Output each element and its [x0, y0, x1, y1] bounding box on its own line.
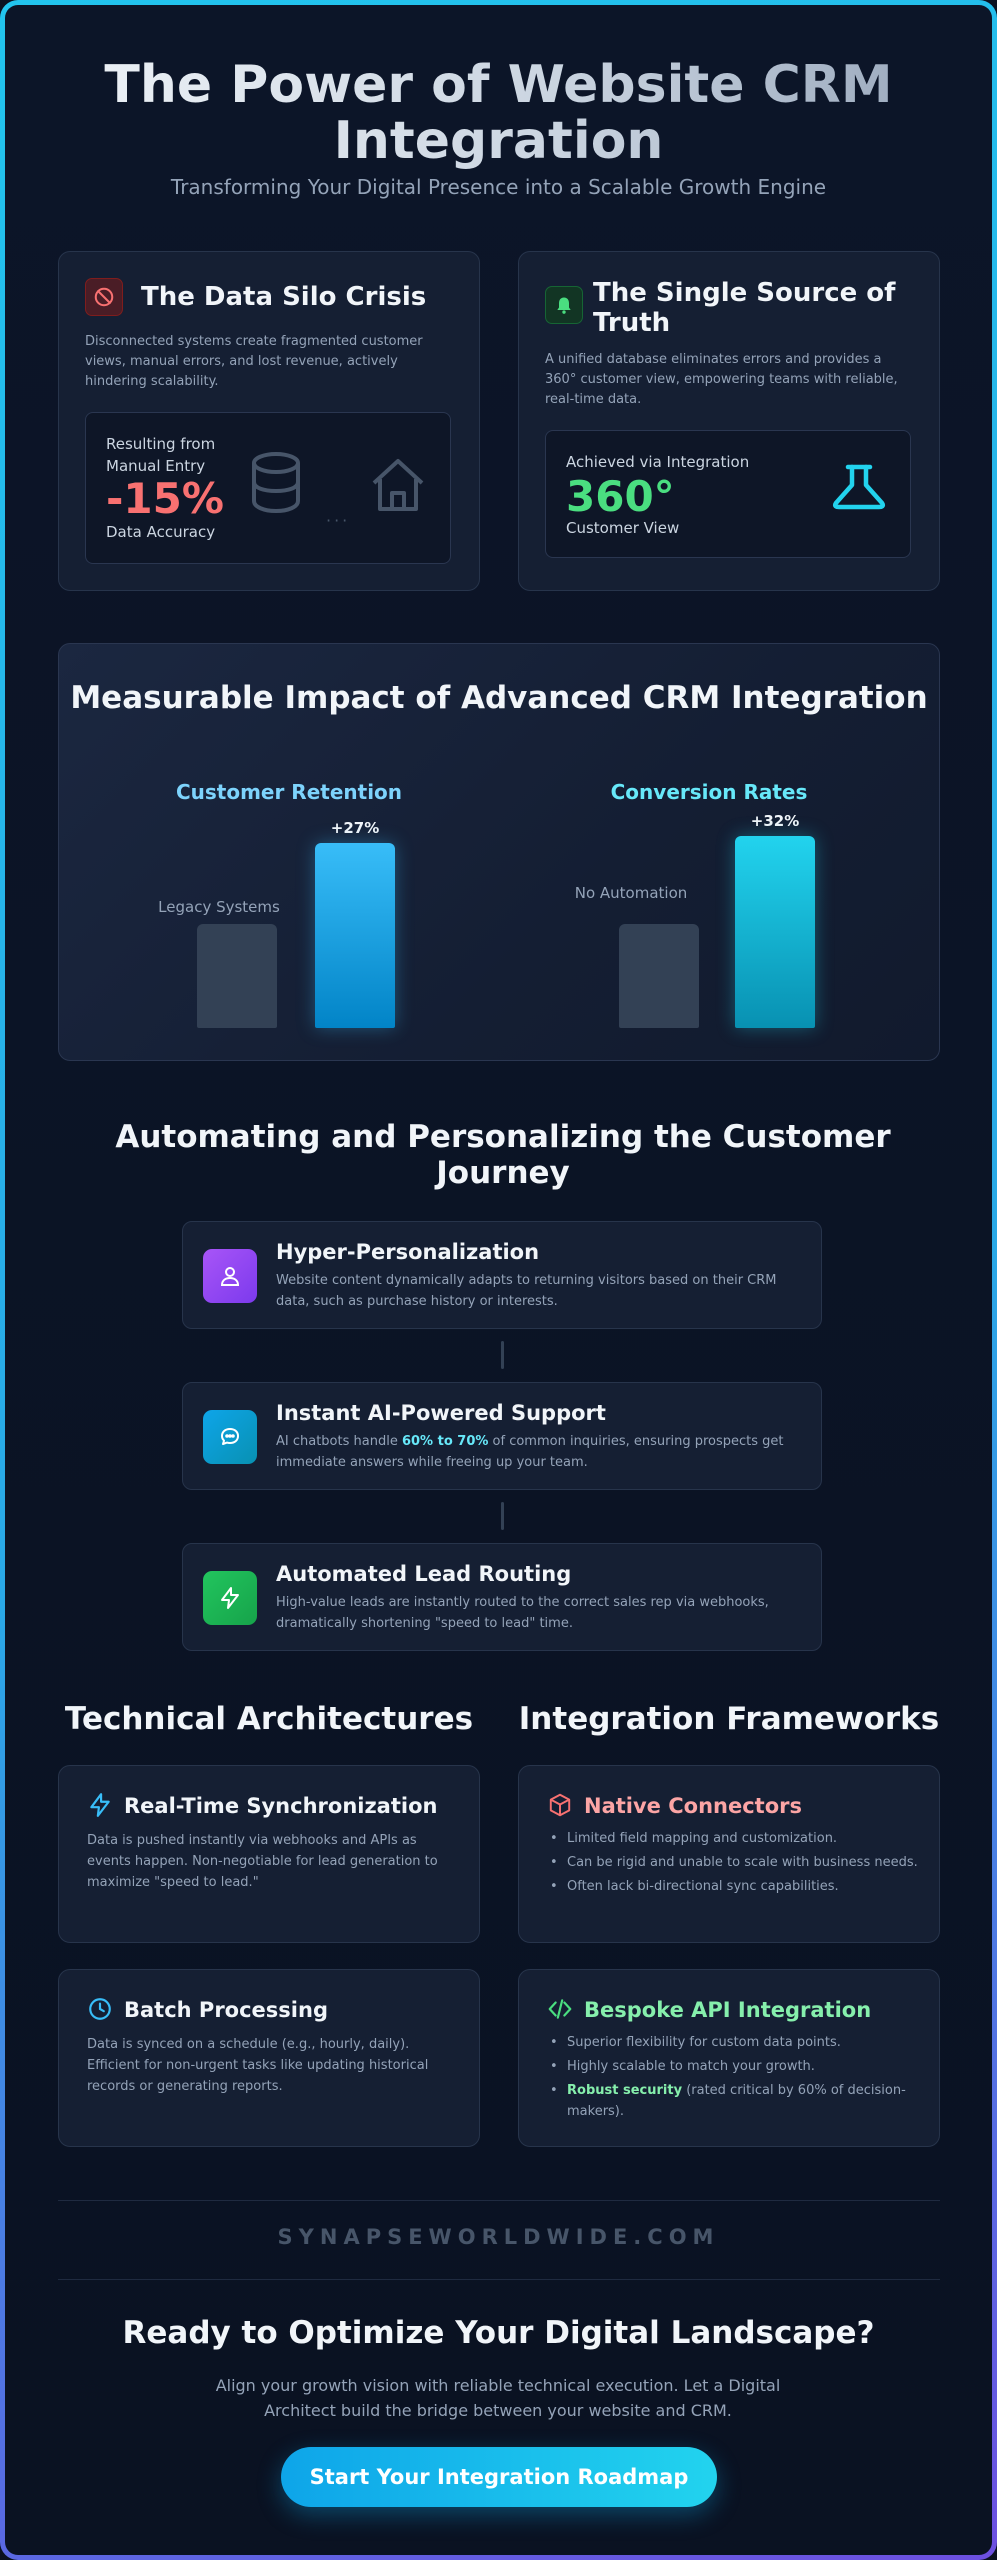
bar-value-conversion: +32%	[750, 812, 800, 830]
lightning-icon	[87, 1792, 113, 1818]
data-silo-card: The Data Silo Crisis Disconnected system…	[58, 251, 480, 591]
list-item: Superior flexibility for custom data poi…	[547, 2032, 927, 2053]
code-icon	[547, 1996, 573, 2022]
list-item: Robust security (rated critical by 60% o…	[547, 2080, 927, 2122]
truth-stat-label: Customer View	[566, 519, 680, 537]
page-subtitle: Transforming Your Digital Presence into …	[170, 175, 827, 199]
list-item: Highly scalable to match your growth.	[547, 2056, 927, 2077]
lightning-icon	[203, 1571, 257, 1625]
step-hyper-personalization: Hyper-Personalization Website content dy…	[182, 1221, 822, 1329]
frameworks-title: Integration Frameworks	[518, 1701, 940, 1737]
step-text-highlight: 60% to 70%	[401, 1434, 489, 1449]
bespoke-api-card: Bespoke API Integration Superior flexibi…	[518, 1969, 940, 2147]
step-connector	[501, 1502, 504, 1530]
realtime-sync-title: Real-Time Synchronization	[124, 1794, 438, 1818]
page-title: The Power of Website CRM Integration	[5, 57, 992, 169]
impact-section: Measurable Impact of Advanced CRM Integr…	[58, 643, 940, 1061]
metric-title-retention: Customer Retention	[175, 780, 403, 804]
step-text-before: AI chatbots handle	[276, 1434, 402, 1449]
batch-processing-title: Batch Processing	[124, 1998, 328, 2022]
truth-text: A unified database eliminates errors and…	[545, 352, 898, 407]
batch-processing-text: Data is synced on a schedule (e.g., hour…	[87, 2037, 429, 2094]
step-text: Website content dynamically adapts to re…	[276, 1273, 777, 1309]
realtime-sync-text: Data is pushed instantly via webhooks an…	[87, 1833, 438, 1890]
bespoke-api-title: Bespoke API Integration	[584, 1998, 872, 2022]
step-text: High-value leads are instantly routed to…	[276, 1595, 769, 1631]
brand-url: SYNAPSEWORLDWIDE.COM	[277, 2225, 720, 2249]
step-title: Automated Lead Routing	[276, 1562, 572, 1586]
step-title: Hyper-Personalization	[276, 1240, 540, 1264]
realtime-sync-card: Real-Time Synchronization Data is pushed…	[58, 1765, 480, 1943]
clock-icon	[87, 1996, 113, 2022]
list-item: Can be rigid and unable to scale with bu…	[547, 1852, 927, 1873]
truth-stat-box: Achieved via Integration 360° Customer V…	[545, 430, 911, 558]
cta-title: Ready to Optimize Your Digital Landscape…	[122, 2315, 875, 2351]
step-title: Instant AI-Powered Support	[276, 1401, 606, 1425]
crisis-stat-value: -15%	[106, 474, 224, 523]
flask-icon	[830, 463, 888, 515]
bar-label-legacy: Legacy Systems	[158, 898, 280, 916]
chat-icon	[203, 1410, 257, 1464]
cube-icon	[547, 1792, 573, 1818]
divider	[58, 2279, 940, 2280]
bar-conversion-baseline	[619, 924, 699, 1028]
cta-text: Align your growth vision with reliable t…	[215, 2376, 781, 2420]
security-rest: (rated critical by 60% of decision-maker…	[567, 2083, 906, 2119]
impact-title: Measurable Impact of Advanced CRM Integr…	[70, 680, 928, 716]
security-strong: Robust security	[567, 2083, 683, 2098]
journey-title: Automating and Personalizing the Custome…	[115, 1119, 891, 1191]
bar-conversion-improved	[735, 836, 815, 1028]
crisis-stat-caption: Resulting from Manual Entry	[106, 435, 216, 475]
native-connectors-list: Limited field mapping and customization.…	[547, 1828, 927, 1900]
metric-title-conversion: Conversion Rates	[610, 780, 808, 804]
crisis-stat-label: Data Accuracy	[106, 523, 216, 541]
bar-retention-improved	[315, 843, 395, 1028]
step-lead-routing: Automated Lead Routing High-value leads …	[182, 1543, 822, 1651]
step-text-after: of common inquiries, ensuring prospects …	[276, 1434, 784, 1470]
architectures-title: Technical Architectures	[64, 1701, 474, 1737]
single-source-card: The Single Source of Truth A unified dat…	[518, 251, 940, 591]
bar-retention-baseline	[197, 924, 277, 1028]
start-roadmap-button[interactable]: Start Your Integration Roadmap	[281, 2447, 717, 2507]
native-connectors-card: Native Connectors Limited field mapping …	[518, 1765, 940, 1943]
user-icon	[203, 1249, 257, 1303]
crisis-title: The Data Silo Crisis	[141, 282, 427, 312]
crisis-text: Disconnected systems create fragmented c…	[85, 334, 423, 389]
step-connector	[501, 1341, 504, 1369]
native-connectors-title: Native Connectors	[584, 1794, 802, 1818]
divider	[58, 2200, 940, 2201]
house-icon	[368, 455, 428, 519]
list-item: Limited field mapping and customization.	[547, 1828, 927, 1849]
ban-icon	[85, 278, 123, 316]
batch-processing-card: Batch Processing Data is synced on a sch…	[58, 1969, 480, 2147]
truth-stat-caption: Achieved via Integration	[566, 453, 750, 471]
bar-value-retention: +27%	[330, 819, 380, 837]
crisis-stat-box: Resulting from Manual Entry -15% Data Ac…	[85, 412, 451, 564]
truth-stat-value: 360°	[566, 472, 675, 521]
bespoke-api-list: Superior flexibility for custom data poi…	[547, 2032, 927, 2125]
list-item: Often lack bi-directional sync capabilit…	[547, 1876, 927, 1897]
bell-icon	[545, 286, 583, 324]
database-icon	[248, 451, 304, 519]
step-text: AI chatbots handle 60% to 70% of common …	[276, 1431, 806, 1473]
step-ai-support: Instant AI-Powered Support AI chatbots h…	[182, 1382, 822, 1490]
truth-title: The Single Source of Truth	[593, 278, 896, 338]
dots-icon: ···	[326, 511, 351, 530]
bar-label-no-automation: No Automation	[574, 884, 688, 902]
